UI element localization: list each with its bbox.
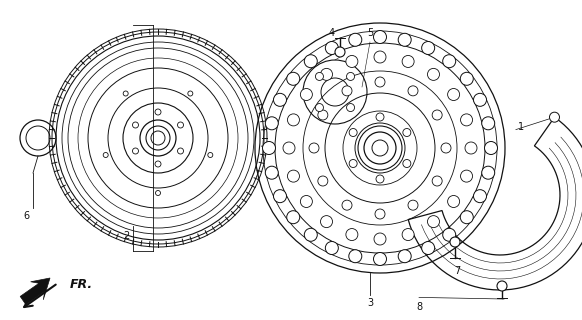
Circle shape	[321, 216, 332, 228]
Circle shape	[133, 122, 139, 128]
Circle shape	[300, 196, 313, 207]
Circle shape	[318, 176, 328, 186]
Circle shape	[262, 141, 275, 155]
Circle shape	[497, 281, 507, 291]
Circle shape	[208, 153, 213, 157]
Circle shape	[403, 159, 411, 167]
Circle shape	[178, 122, 183, 128]
Circle shape	[549, 112, 559, 122]
Circle shape	[460, 170, 473, 182]
Circle shape	[403, 129, 411, 137]
Text: 2: 2	[123, 231, 129, 241]
Circle shape	[342, 86, 352, 96]
Text: 8: 8	[416, 302, 422, 312]
Circle shape	[441, 143, 451, 153]
Circle shape	[460, 211, 473, 224]
Text: 7: 7	[454, 266, 460, 276]
Circle shape	[265, 117, 278, 130]
Circle shape	[474, 93, 487, 106]
Circle shape	[155, 109, 161, 115]
Circle shape	[408, 200, 418, 210]
Circle shape	[103, 153, 108, 157]
Circle shape	[265, 166, 278, 179]
Circle shape	[346, 104, 354, 112]
Circle shape	[274, 190, 286, 203]
Circle shape	[155, 190, 161, 196]
Circle shape	[315, 72, 324, 80]
Circle shape	[482, 117, 495, 130]
Circle shape	[304, 228, 317, 241]
Circle shape	[432, 110, 442, 120]
Circle shape	[443, 55, 456, 68]
Circle shape	[346, 55, 358, 68]
Circle shape	[422, 42, 435, 54]
Text: 6: 6	[23, 211, 29, 221]
Circle shape	[428, 68, 439, 80]
Circle shape	[342, 200, 352, 210]
Circle shape	[325, 242, 338, 254]
Circle shape	[349, 250, 362, 263]
Circle shape	[484, 141, 498, 155]
Circle shape	[155, 161, 161, 167]
Circle shape	[474, 190, 487, 203]
Circle shape	[375, 77, 385, 87]
Circle shape	[133, 148, 139, 154]
Circle shape	[300, 89, 313, 100]
Circle shape	[402, 228, 414, 241]
Circle shape	[374, 252, 386, 266]
Circle shape	[408, 86, 418, 96]
Text: 1: 1	[518, 122, 524, 132]
Circle shape	[448, 89, 460, 100]
Circle shape	[460, 114, 473, 126]
Circle shape	[482, 166, 495, 179]
Circle shape	[304, 55, 317, 68]
Circle shape	[398, 33, 411, 46]
Text: 4: 4	[329, 28, 335, 38]
Circle shape	[432, 176, 442, 186]
Circle shape	[402, 55, 414, 68]
Circle shape	[450, 237, 460, 247]
Circle shape	[349, 159, 357, 167]
Circle shape	[443, 228, 456, 241]
Circle shape	[123, 91, 128, 96]
Circle shape	[346, 228, 358, 241]
Text: 5: 5	[367, 28, 373, 38]
Circle shape	[460, 72, 473, 85]
Text: 3: 3	[367, 298, 373, 308]
Circle shape	[335, 47, 345, 57]
Circle shape	[375, 209, 385, 219]
Circle shape	[283, 142, 295, 154]
Circle shape	[288, 114, 300, 126]
Circle shape	[374, 233, 386, 245]
Circle shape	[178, 148, 183, 154]
Circle shape	[428, 216, 439, 228]
Circle shape	[465, 142, 477, 154]
Circle shape	[374, 51, 386, 63]
Circle shape	[376, 113, 384, 121]
Circle shape	[349, 129, 357, 137]
Circle shape	[309, 143, 319, 153]
Polygon shape	[20, 278, 50, 305]
Circle shape	[349, 33, 362, 46]
Circle shape	[188, 91, 193, 96]
Circle shape	[274, 93, 286, 106]
Text: FR.: FR.	[70, 278, 93, 292]
Circle shape	[288, 170, 300, 182]
Circle shape	[287, 211, 300, 224]
Circle shape	[398, 250, 411, 263]
Circle shape	[422, 242, 435, 254]
Circle shape	[374, 30, 386, 44]
Circle shape	[315, 104, 324, 112]
Circle shape	[287, 72, 300, 85]
Circle shape	[321, 68, 332, 80]
Circle shape	[346, 72, 354, 80]
Circle shape	[325, 42, 338, 54]
Circle shape	[318, 110, 328, 120]
Circle shape	[448, 196, 460, 207]
Circle shape	[376, 175, 384, 183]
